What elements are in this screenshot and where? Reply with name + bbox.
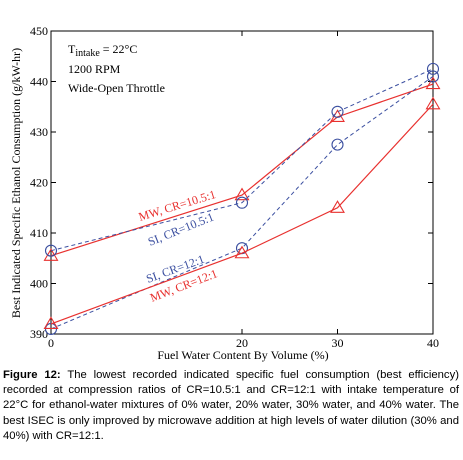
figure-caption-text: The lowest recorded indicated specific f… <box>3 369 459 442</box>
chart: 0 20 30 40 390 400 410 420 430 440 450 Best Indica… <box>9 24 441 362</box>
data-point-circle <box>331 138 344 151</box>
data-point-triangle <box>425 76 441 90</box>
data-point-triangle <box>43 316 59 330</box>
series-line <box>50 83 434 257</box>
x-tick-label: 40 <box>427 336 439 350</box>
series-4 <box>43 96 441 330</box>
figure-label: Figure 12: <box>3 369 61 381</box>
intake-temp-value: = 22°C <box>100 42 138 56</box>
y-tick-label: 390 <box>30 327 48 341</box>
y-tick-label: 430 <box>30 125 48 139</box>
series-line <box>50 76 434 330</box>
data-point-circle <box>426 62 440 75</box>
data-point-circle <box>44 244 58 257</box>
series-line <box>50 103 434 325</box>
y-axis-title: Best Indicated Specific Ethanol Consumpt… <box>9 48 23 318</box>
data-point-triangle <box>330 200 345 213</box>
data-point-circle <box>331 105 344 118</box>
condition-speed: 1200 RPM <box>68 62 121 76</box>
y-tick-label: 450 <box>30 24 48 38</box>
x-tick-label: 0 <box>48 336 54 350</box>
x-tick-label: 20 <box>236 336 248 350</box>
x-tick-label: 30 <box>332 336 344 350</box>
data-point-triangle <box>234 245 250 259</box>
plot-frame <box>50 30 434 335</box>
data-point-triangle <box>425 96 441 110</box>
condition-intake-temperature: Tintake = 22°C <box>68 42 137 59</box>
intake-temp-subscript: intake <box>75 48 100 59</box>
y-tick-label: 420 <box>30 176 48 190</box>
x-axis-title: Fuel Water Content By Volume (%) <box>157 348 328 362</box>
axes-frame <box>50 30 434 335</box>
series-2 <box>44 62 440 257</box>
series-layer <box>43 62 441 336</box>
data-point-triangle <box>234 187 250 201</box>
axis-ticks: 0 20 30 40 390 400 410 420 430 440 450 <box>30 24 439 350</box>
series-1 <box>43 76 441 261</box>
series-line <box>50 68 434 252</box>
figure-caption: Figure 12: The lowest recorded indicated… <box>3 368 459 444</box>
data-point-circle <box>235 196 249 209</box>
y-tick-label: 440 <box>30 75 48 89</box>
intake-temp-symbol: T <box>68 42 76 56</box>
data-point-circle <box>426 70 440 83</box>
y-tick-label: 410 <box>30 226 48 240</box>
y-tick-label: 400 <box>30 277 48 291</box>
condition-throttle: Wide-Open Throttle <box>68 81 165 95</box>
